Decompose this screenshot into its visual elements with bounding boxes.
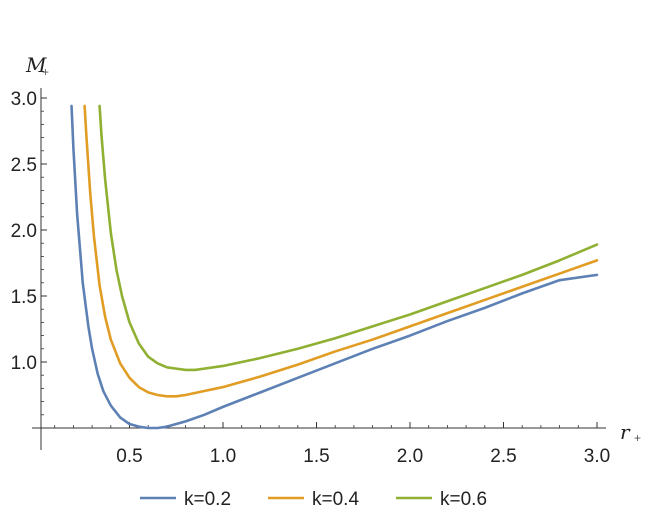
x-tick-label: 3.0 [584,446,610,467]
legend: k=0.2 k=0.4 k=0.6 [140,489,487,510]
x-tick-label: 1.5 [303,446,329,467]
x-tick-label: 0.5 [116,446,142,467]
x-axis-label: r [620,420,631,444]
x-tick-label: 2.5 [490,446,516,467]
x-tick-label: 2.0 [397,446,423,467]
series-line-k-0-2 [70,104,599,430]
legend-label: k=0.2 [184,489,231,510]
x-axis-label-subscript: + [634,431,641,445]
y-tick-label: 1.0 [11,353,37,374]
legend-label: k=0.4 [312,489,359,510]
y-axis-label-subscript: + [42,65,49,79]
y-tick-label: 3.0 [11,89,37,110]
y-tick-label: 1.5 [11,287,37,308]
x-tick-label: 1.0 [210,446,236,467]
y-tick-label: 2.5 [11,155,37,176]
series-line-k-0-4 [83,104,599,398]
y-axis-label: M [25,53,47,77]
series-line-k-0-6 [98,104,599,372]
legend-label: k=0.6 [440,489,487,510]
y-tick-label: 2.0 [11,221,37,242]
axes: 1.0 1.5 2.0 2.5 3.0 0.5 1.0 1.5 2.0 2.5 3.0 [11,88,610,467]
axis-labels: M+r + [25,53,641,445]
series-layer [70,104,599,430]
